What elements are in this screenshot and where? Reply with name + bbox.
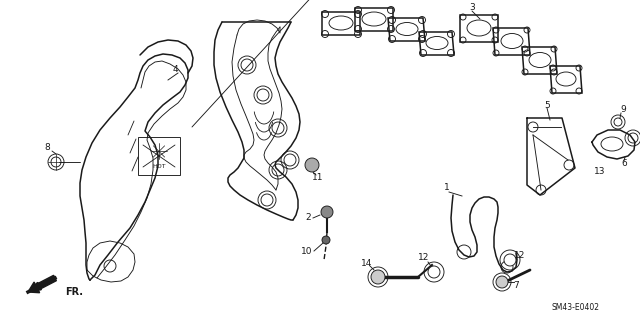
Circle shape — [371, 270, 385, 284]
Text: 8: 8 — [44, 144, 50, 152]
Text: 13: 13 — [595, 167, 605, 176]
Circle shape — [305, 158, 319, 172]
Text: 12: 12 — [419, 254, 429, 263]
Circle shape — [322, 236, 330, 244]
Text: 10: 10 — [301, 248, 313, 256]
Text: 2: 2 — [305, 213, 311, 222]
Text: 6: 6 — [621, 160, 627, 168]
Text: 1: 1 — [444, 183, 450, 192]
FancyArrow shape — [28, 275, 56, 293]
Circle shape — [428, 266, 440, 278]
Text: 14: 14 — [362, 258, 372, 268]
Circle shape — [496, 276, 508, 288]
Text: HOT: HOT — [152, 164, 166, 169]
Bar — [138, 137, 180, 175]
Text: 3: 3 — [469, 4, 475, 12]
Text: 4: 4 — [172, 65, 178, 75]
Text: SM43-E0402: SM43-E0402 — [551, 302, 599, 311]
Text: 9: 9 — [620, 106, 626, 115]
Text: 11: 11 — [312, 174, 324, 182]
Circle shape — [504, 254, 516, 266]
Text: FR.: FR. — [65, 287, 83, 297]
Text: 12: 12 — [515, 251, 525, 261]
Circle shape — [321, 206, 333, 218]
Text: 5: 5 — [544, 100, 550, 109]
Text: 7: 7 — [513, 280, 519, 290]
